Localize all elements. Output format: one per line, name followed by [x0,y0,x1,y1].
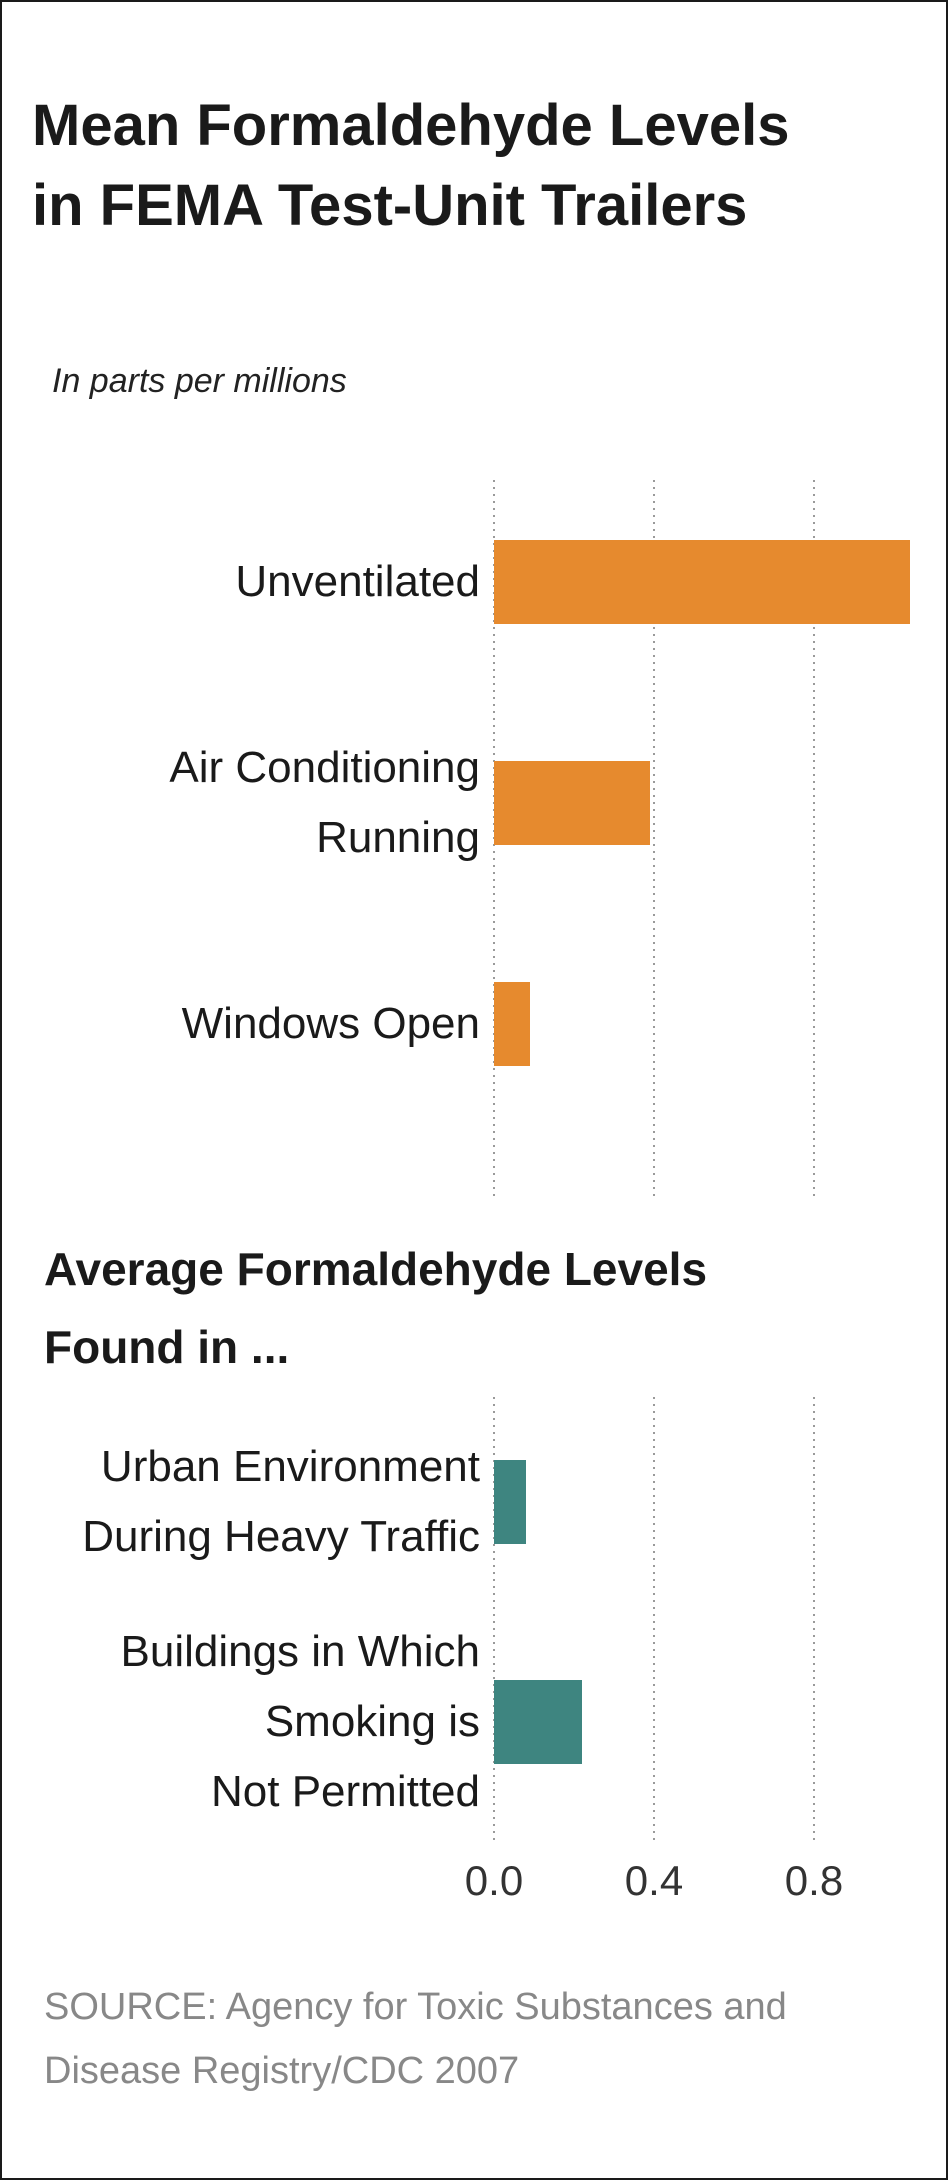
bar-windows-open [494,982,530,1066]
bar-non-smoking-buildings [494,1680,582,1764]
bar-urban-traffic [494,1460,526,1544]
chart-title-line: Mean Formaldehyde Levels [32,93,789,158]
category-label: During Heavy Traffic [82,1512,480,1561]
bar-air-conditioning-running [494,761,650,845]
bar-unventilated [494,540,910,624]
units-label: In parts per millions [52,362,347,400]
category-label: Air Conditioning [169,743,480,792]
category-label: Running [316,813,480,862]
section-title-line: Found in ... [44,1321,289,1373]
source-note: Disease Registry/CDC 2007 [44,2050,519,2092]
category-label: Buildings in Which [121,1627,481,1676]
x-tick-label: 0.4 [625,1857,683,1904]
category-label: Smoking is [265,1697,480,1746]
chart-title-line: in FEMA Test-Unit Trailers [32,173,747,238]
category-label: Not Permitted [211,1767,480,1816]
x-tick-label: 0.8 [785,1857,843,1904]
source-note: SOURCE: Agency for Toxic Substances and [44,1986,787,2028]
x-tick-label: 0.0 [465,1857,523,1904]
category-label: Unventilated [235,557,480,606]
category-label: Urban Environment [101,1442,480,1491]
category-label: Windows Open [182,999,480,1048]
section-title-line: Average Formaldehyde Levels [44,1243,707,1295]
